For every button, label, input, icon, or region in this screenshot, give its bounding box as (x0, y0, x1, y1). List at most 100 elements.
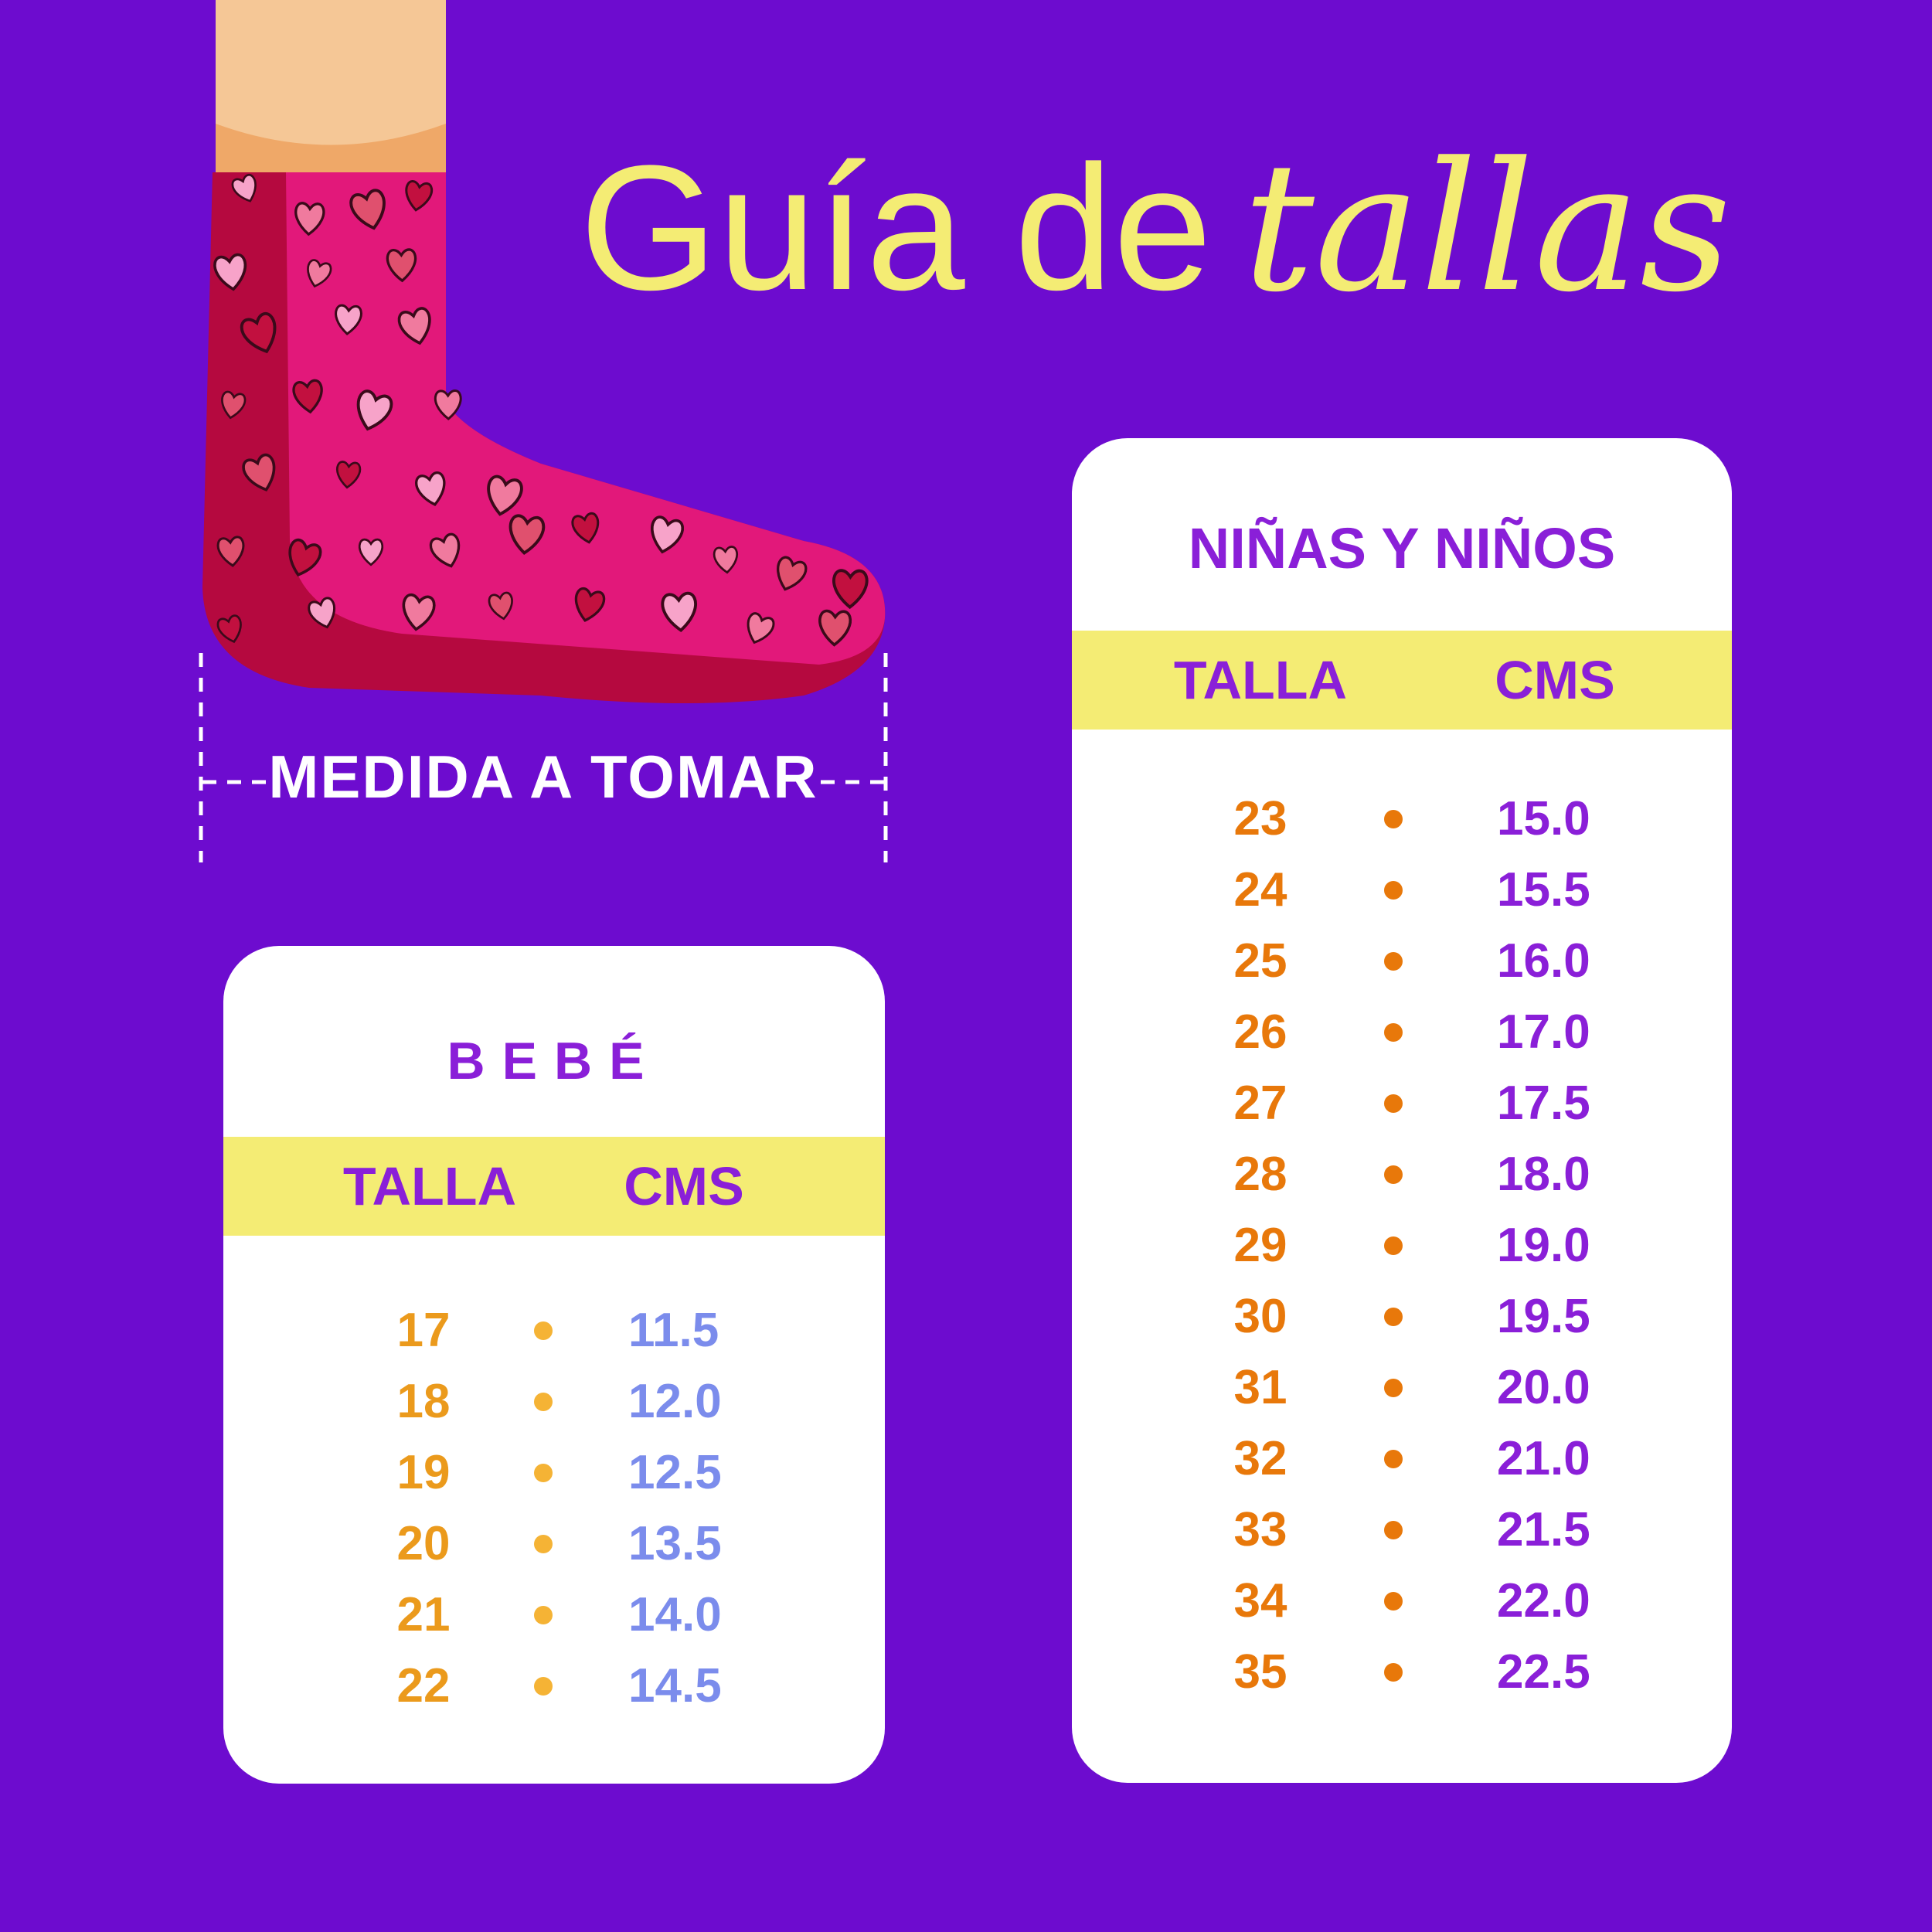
kids-table-title: NIÑAS Y NIÑOS (1188, 516, 1616, 580)
size-value: 19 (396, 1446, 451, 1499)
size-value: 23 (1233, 792, 1287, 845)
heart-icon (405, 180, 433, 212)
kids-size-card: NIÑAS Y NIÑOS TALLA CMS 23 15.0 24 15.5 25 16… (1072, 438, 1732, 1783)
size-value: 27 (1233, 1077, 1287, 1130)
cm-value: 19.5 (1497, 1290, 1590, 1343)
heart-icon (288, 538, 322, 577)
table-row: 19 12.5 (223, 1437, 885, 1509)
cm-value: 14.0 (628, 1588, 722, 1641)
cm-value: 12.0 (628, 1375, 722, 1428)
bullet-icon (534, 1535, 553, 1553)
sock-icon (202, 172, 886, 703)
heart-icon (402, 593, 436, 631)
table-row: 24 15.5 (1072, 855, 1732, 926)
size-value: 20 (396, 1517, 451, 1570)
size-value: 30 (1233, 1290, 1287, 1343)
heart-icon (221, 390, 247, 420)
bullet-icon (534, 1393, 553, 1411)
baby-col-cms: CMS (624, 1156, 744, 1216)
size-value: 31 (1233, 1361, 1287, 1414)
size-value: 35 (1233, 1645, 1287, 1699)
size-value: 18 (396, 1375, 451, 1428)
heart-icon (661, 591, 697, 633)
heart-icon (294, 202, 325, 236)
cm-value: 21.5 (1497, 1503, 1590, 1556)
table-row: 32 21.0 (1072, 1423, 1732, 1495)
heart-icon (386, 248, 417, 283)
heart-icon (356, 389, 393, 431)
cm-value: 16.0 (1497, 934, 1590, 988)
bullet-icon (1384, 952, 1403, 971)
size-value: 26 (1233, 1005, 1287, 1059)
kids-col-cms: CMS (1495, 650, 1615, 710)
table-row: 20 13.5 (223, 1509, 885, 1580)
cm-value: 22.0 (1497, 1574, 1590, 1628)
heart-icon (429, 532, 461, 568)
heart-icon (292, 379, 323, 414)
heart-icon (487, 474, 523, 516)
table-row: 31 20.0 (1072, 1352, 1732, 1423)
bullet-icon (1384, 1592, 1403, 1611)
size-value: 22 (396, 1659, 451, 1713)
size-value: 25 (1233, 934, 1287, 988)
measure-label: MEDIDA A TOMAR (268, 743, 818, 811)
cm-value: 20.0 (1497, 1361, 1590, 1414)
heart-icon (242, 453, 276, 492)
heart-icon (651, 515, 685, 554)
bullet-icon (534, 1321, 553, 1340)
cm-value: 22.5 (1497, 1645, 1590, 1699)
heart-icon (216, 536, 245, 567)
size-value: 34 (1233, 1574, 1287, 1628)
baby-col-talla: TALLA (342, 1156, 517, 1216)
cm-value: 15.5 (1497, 863, 1590, 917)
table-row: 30 19.5 (1072, 1281, 1732, 1352)
bullet-icon (534, 1606, 553, 1624)
bullet-icon (1384, 881, 1403, 900)
bullet-icon (1384, 810, 1403, 828)
leg-illustration (216, 0, 446, 172)
bullet-icon (1384, 1450, 1403, 1468)
heart-icon (747, 612, 775, 645)
cm-value: 13.5 (628, 1517, 722, 1570)
heart-icon (349, 189, 386, 230)
size-value: 33 (1233, 1503, 1287, 1556)
cm-value: 17.0 (1497, 1005, 1590, 1059)
bullet-icon (1384, 1165, 1403, 1184)
measure-guides (199, 653, 888, 862)
bullet-icon (1384, 1379, 1403, 1397)
kids-col-talla: TALLA (1173, 650, 1348, 710)
heart-icon (335, 304, 362, 335)
heart-icon (832, 569, 869, 610)
bullet-icon (1384, 1236, 1403, 1255)
page-title: Guía de tallas (580, 139, 1731, 318)
heart-icon (574, 587, 606, 622)
table-row: 33 21.5 (1072, 1495, 1732, 1566)
heart-icon (231, 174, 257, 202)
heart-icon (415, 471, 446, 506)
heart-icon (213, 253, 247, 291)
heart-icon (777, 556, 808, 591)
sock-illustration (199, 0, 888, 862)
heart-icon (488, 591, 513, 621)
bullet-icon (1384, 1663, 1403, 1682)
size-value: 24 (1233, 863, 1287, 917)
cm-value: 15.0 (1497, 792, 1590, 845)
heart-icon (307, 259, 332, 288)
size-value: 17 (396, 1304, 451, 1357)
heart-icon (818, 609, 852, 647)
heart-icon (358, 538, 384, 566)
table-row: 34 22.0 (1072, 1566, 1732, 1637)
table-row: 23 15.0 (1072, 784, 1732, 855)
size-value: 21 (396, 1588, 451, 1641)
table-row: 18 12.0 (223, 1366, 885, 1437)
table-row: 29 19.0 (1072, 1210, 1732, 1281)
heart-icon (240, 312, 277, 354)
bullet-icon (534, 1464, 553, 1482)
bullet-icon (1384, 1023, 1403, 1042)
heart-icon (397, 307, 431, 345)
cm-value: 18.0 (1497, 1148, 1590, 1201)
heart-icon (509, 514, 546, 555)
size-value: 29 (1233, 1219, 1287, 1272)
heart-icon (434, 389, 462, 420)
bullet-icon (1384, 1521, 1403, 1539)
